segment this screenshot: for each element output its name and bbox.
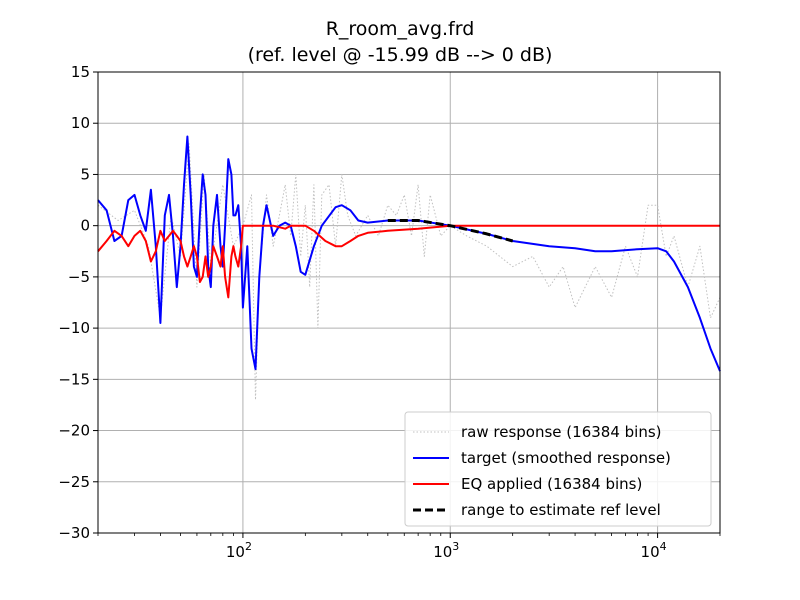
y-axis: 15 10 5 0 −5 −10 −15 −20 −25 −30 xyxy=(58,63,98,542)
x-tick-label: 104 xyxy=(641,540,667,561)
y-tick-label: −30 xyxy=(58,524,90,542)
y-tick-label: −5 xyxy=(68,268,90,286)
y-tick-label: −10 xyxy=(58,319,90,337)
legend-box xyxy=(404,411,712,527)
x-tick-label: 102 xyxy=(226,540,252,561)
legend-label: raw response (16384 bins) xyxy=(461,423,662,441)
y-tick-label: 10 xyxy=(71,114,90,132)
series-layer xyxy=(97,135,721,401)
y-tick-label: 0 xyxy=(80,217,90,235)
y-tick-label: 15 xyxy=(71,63,90,81)
legend-label: range to estimate ref level xyxy=(461,501,661,519)
series-line-target-smoothed-response xyxy=(97,135,721,372)
legend-label: EQ applied (16384 bins) xyxy=(461,475,642,493)
y-tick-label: 5 xyxy=(80,165,90,183)
series-line-raw-response-16384-bins xyxy=(97,143,721,401)
y-tick-label: −20 xyxy=(58,422,90,440)
series-line-range-to-estimate-ref-level xyxy=(387,219,514,243)
y-tick-label: −25 xyxy=(58,473,90,491)
plot-frame xyxy=(97,71,721,534)
legend-label: target (smoothed response) xyxy=(461,449,671,467)
y-tick-label: −15 xyxy=(58,370,90,388)
legend: raw response (16384 bins) target (smoothe… xyxy=(404,411,712,527)
x-tick-label: 103 xyxy=(433,540,459,561)
chart-title: R_room_avg.frd xyxy=(326,18,475,40)
x-axis: 102 103 104 xyxy=(97,533,721,561)
series-line-eq-applied-16384-bins xyxy=(97,224,720,299)
chart-subtitle: (ref. level @ -15.99 dB --> 0 dB) xyxy=(248,44,553,66)
